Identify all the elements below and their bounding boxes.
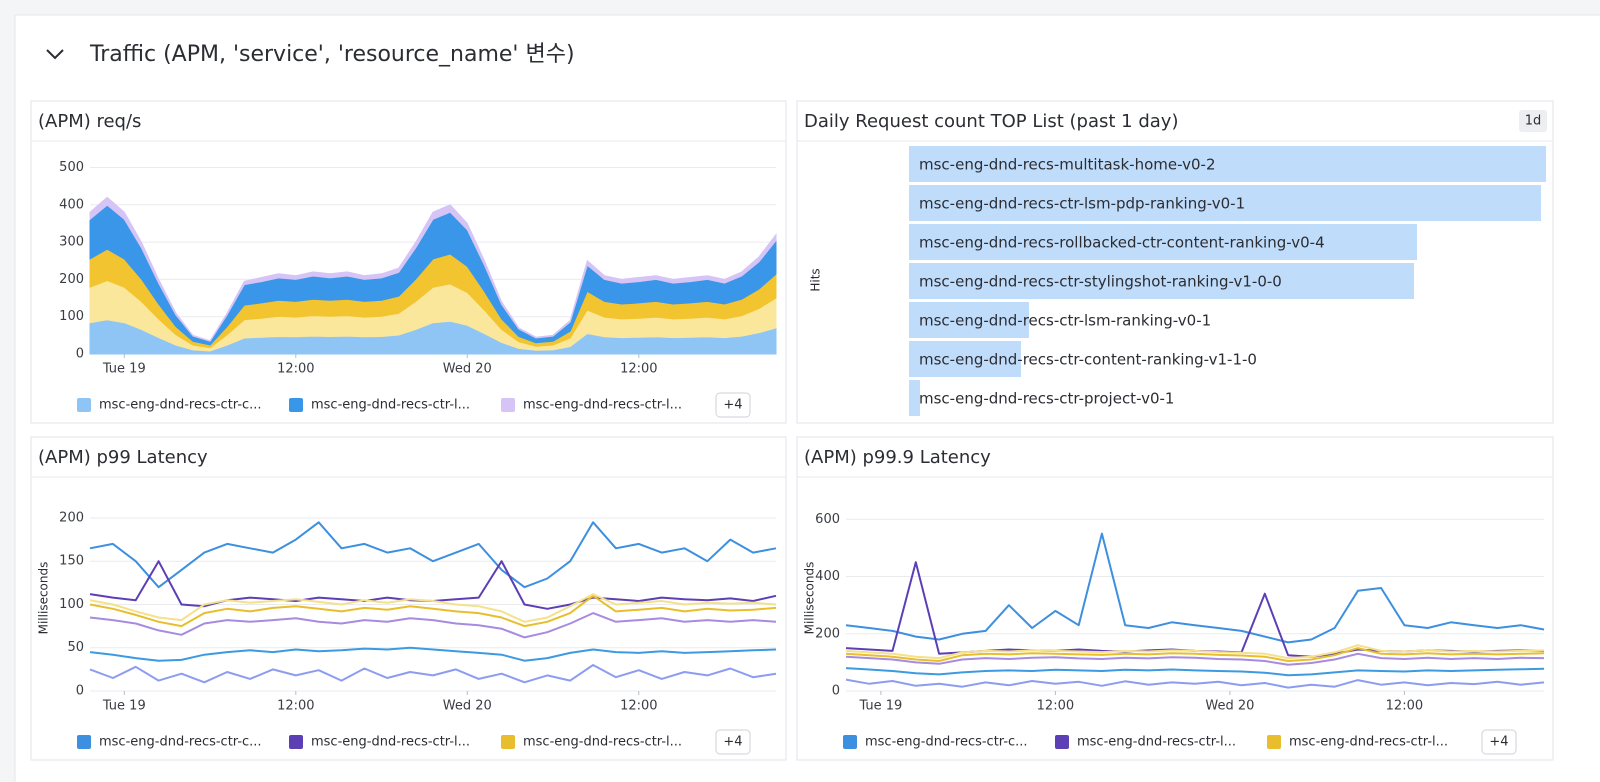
widget-title: (APM) req/s <box>38 111 141 132</box>
x-tick-label: 12:00 <box>620 699 657 714</box>
legend-swatch <box>1055 735 1069 749</box>
widget-frame <box>796 436 1554 761</box>
y-axis-label: Hits <box>809 268 823 291</box>
x-tick-label: Wed 20 <box>443 362 492 377</box>
x-tick-label: Tue 19 <box>102 699 146 714</box>
line-series <box>845 644 1545 660</box>
legend-swatch <box>501 735 515 749</box>
x-tick-label: 12:00 <box>277 699 314 714</box>
bar-label: msc-eng-dnd-recs-ctr-lsm-pdp-ranking-v0-… <box>919 195 1245 213</box>
legend-label: msc-eng-dnd-recs-ctr-l... <box>311 735 470 750</box>
section-title: Traffic (APM, 'service', 'resource_name'… <box>89 42 575 67</box>
line-series <box>89 593 777 623</box>
x-tick-label: Tue 19 <box>858 699 902 714</box>
legend-label: msc-eng-dnd-recs-ctr-l... <box>523 398 682 413</box>
legend-more: +4 <box>723 735 742 750</box>
bar <box>909 185 1541 221</box>
legend-swatch <box>501 398 515 412</box>
legend-label: msc-eng-dnd-recs-ctr-c... <box>99 398 262 413</box>
legend-swatch <box>77 735 91 749</box>
y-axis-label: Milliseconds <box>803 562 817 635</box>
area-series <box>89 196 777 342</box>
line-series <box>845 678 1545 689</box>
widget-title: (APM) p99 Latency <box>38 447 208 468</box>
legend-more-button[interactable] <box>1481 729 1517 755</box>
line-series <box>89 521 777 589</box>
y-tick-label: 400 <box>59 197 84 212</box>
legend-more-button[interactable] <box>715 729 751 755</box>
bar <box>909 302 1029 338</box>
legend-label: msc-eng-dnd-recs-ctr-c... <box>99 735 262 750</box>
legend-more: +4 <box>1489 735 1508 750</box>
legend-label: msc-eng-dnd-recs-ctr-l... <box>1289 735 1448 750</box>
y-tick-label: 100 <box>59 309 84 324</box>
legend-more: +4 <box>723 398 742 413</box>
legend-swatch <box>289 398 303 412</box>
bar <box>909 146 1546 182</box>
line-series <box>845 667 1545 677</box>
legend-swatch <box>77 398 91 412</box>
line-series <box>89 664 777 684</box>
y-tick-label: 500 <box>59 160 84 175</box>
x-tick-label: 12:00 <box>277 362 314 377</box>
bar-label: msc-eng-dnd-recs-ctr-stylingshot-ranking… <box>919 273 1282 291</box>
y-tick-label: 600 <box>815 512 840 527</box>
line-series <box>89 594 777 628</box>
x-tick-label: Wed 20 <box>443 699 492 714</box>
x-tick-label: 12:00 <box>620 362 657 377</box>
bar-label: msc-eng-dnd-recs-rollbacked-ctr-content-… <box>919 234 1325 252</box>
y-tick-label: 400 <box>815 569 840 584</box>
x-tick-label: 12:00 <box>1386 699 1423 714</box>
bar <box>909 341 1021 377</box>
legend-swatch <box>289 735 303 749</box>
y-tick-label: 0 <box>76 684 84 699</box>
line-series <box>845 647 1545 662</box>
y-tick-label: 50 <box>67 640 84 655</box>
bar <box>909 224 1417 260</box>
y-tick-label: 200 <box>815 626 840 641</box>
time-badge <box>1519 110 1547 132</box>
line-series <box>89 646 777 662</box>
legend-label: msc-eng-dnd-recs-ctr-l... <box>311 398 470 413</box>
y-axis-label: Milliseconds <box>37 562 51 635</box>
y-tick-label: 100 <box>59 597 84 612</box>
collapse-chevron[interactable] <box>46 49 64 60</box>
legend-swatch <box>1267 735 1281 749</box>
line-series <box>845 652 1545 666</box>
x-tick-label: 12:00 <box>1037 699 1074 714</box>
y-tick-label: 200 <box>59 510 84 525</box>
y-tick-label: 0 <box>832 684 840 699</box>
legend-label: msc-eng-dnd-recs-ctr-c... <box>865 735 1028 750</box>
legend-label: msc-eng-dnd-recs-ctr-l... <box>523 735 682 750</box>
line-series <box>89 612 777 639</box>
y-tick-label: 200 <box>59 272 84 287</box>
bar <box>909 263 1414 299</box>
legend-label: msc-eng-dnd-recs-ctr-l... <box>1077 735 1236 750</box>
x-tick-label: Tue 19 <box>102 362 146 377</box>
y-tick-label: 300 <box>59 235 84 250</box>
legend-swatch <box>843 735 857 749</box>
legend-more-button[interactable] <box>715 392 751 418</box>
widget-title: (APM) p99.9 Latency <box>804 447 991 468</box>
bar <box>909 380 920 416</box>
x-tick-label: Wed 20 <box>1205 699 1254 714</box>
widget-title: Daily Request count TOP List (past 1 day… <box>804 111 1178 132</box>
y-tick-label: 150 <box>59 554 84 569</box>
bar-label: msc-eng-dnd-recs-ctr-project-v0-1 <box>919 390 1174 408</box>
bar-label: msc-eng-dnd-recs-multitask-home-v0-2 <box>919 156 1216 174</box>
bar-label: msc-eng-dnd-recs-ctr-lsm-ranking-v0-1 <box>919 312 1211 330</box>
line-series <box>845 532 1545 644</box>
y-tick-label: 0 <box>76 347 84 362</box>
bar-label: msc-eng-dnd-recs-ctr-content-ranking-v1-… <box>919 351 1257 369</box>
time-badge-label: 1d <box>1525 114 1542 129</box>
